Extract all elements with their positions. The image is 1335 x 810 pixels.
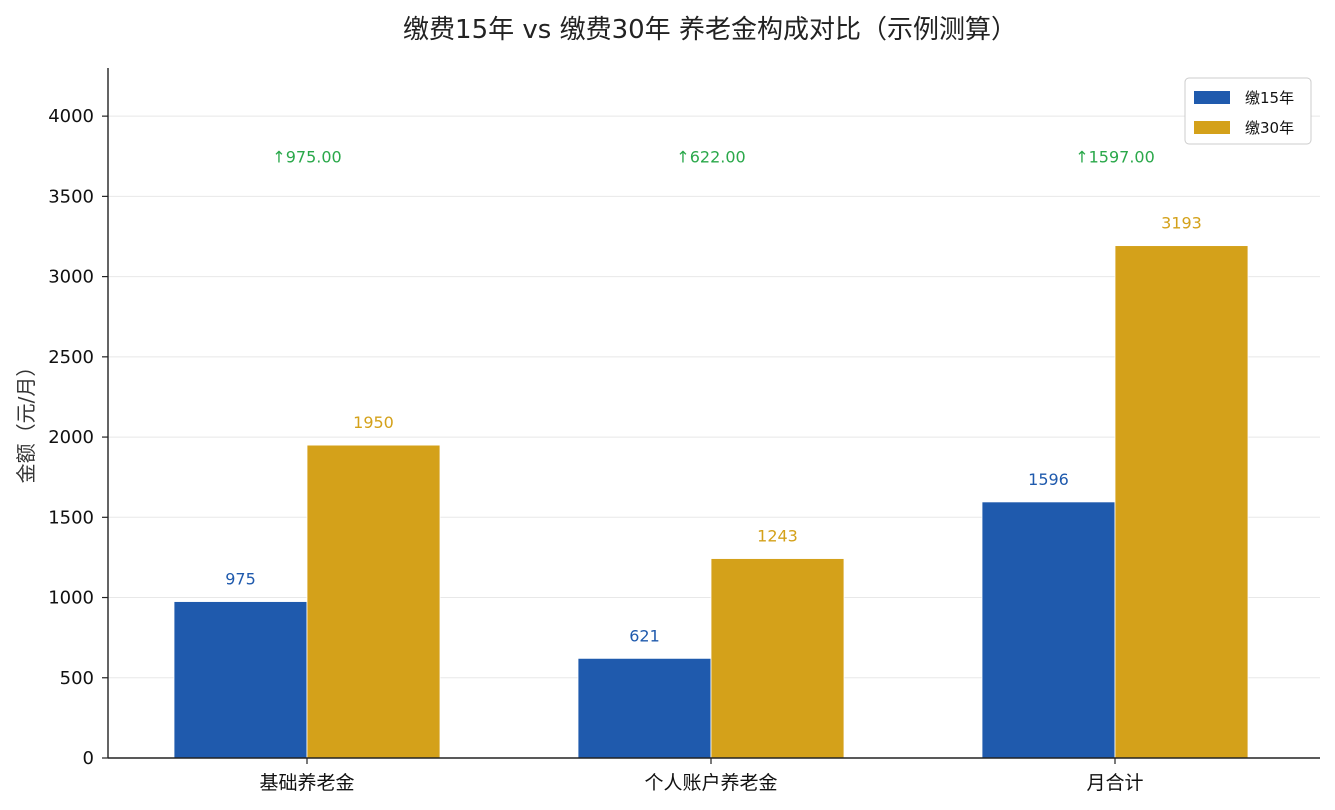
axes: 0 500 1000 1500 2000 2500 3000 3500 4000 基础养老金 个人账… xyxy=(48,68,1320,794)
legend-swatch xyxy=(1194,121,1230,134)
y-tick-label: 500 xyxy=(60,668,94,689)
chart-title: 缴费15年 vs 缴费30年 养老金构成对比（示例测算） xyxy=(403,15,1017,45)
x-tick-label: 个人账户养老金 xyxy=(644,772,777,794)
legend-label: 缴15年 xyxy=(1245,89,1294,107)
y-tick-label: 3500 xyxy=(48,186,94,207)
bar-value-label: 3193 xyxy=(1161,214,1202,233)
bar xyxy=(1114,245,1249,759)
y-axis-label: 金额（元/月） xyxy=(14,357,38,484)
bar xyxy=(577,657,712,759)
y-tick-label: 1000 xyxy=(48,588,94,609)
bar-value-label: 1950 xyxy=(353,413,394,432)
y-tick-label: 1500 xyxy=(48,507,94,528)
y-tick-label: 2500 xyxy=(48,347,94,368)
y-tick-label: 3000 xyxy=(48,267,94,288)
legend-label: 缴30年 xyxy=(1245,119,1294,137)
legend-swatch xyxy=(1194,91,1230,104)
data-labels: 975 1950 ↑975.00 621 1243 ↑622.00 1596 3193 ↑159… xyxy=(225,147,1202,645)
bar-value-label: 1596 xyxy=(1028,470,1069,489)
bar-value-label: 1243 xyxy=(757,527,798,546)
y-tick-label: 0 xyxy=(83,748,94,769)
y-tick-label: 4000 xyxy=(48,106,94,127)
bar xyxy=(306,444,441,759)
bar-value-label: 621 xyxy=(629,626,660,645)
bar xyxy=(173,601,308,759)
bars xyxy=(173,245,1249,759)
difference-annotation: ↑622.00 xyxy=(676,147,745,166)
difference-annotation: ↑1597.00 xyxy=(1075,147,1155,166)
bar xyxy=(710,558,845,759)
x-tick-label: 月合计 xyxy=(1086,772,1143,794)
y-tick-label: 2000 xyxy=(48,427,94,448)
x-tick-label: 基础养老金 xyxy=(259,772,354,794)
bar-value-label: 975 xyxy=(225,570,256,589)
difference-annotation: ↑975.00 xyxy=(272,147,341,166)
bar xyxy=(981,501,1116,759)
